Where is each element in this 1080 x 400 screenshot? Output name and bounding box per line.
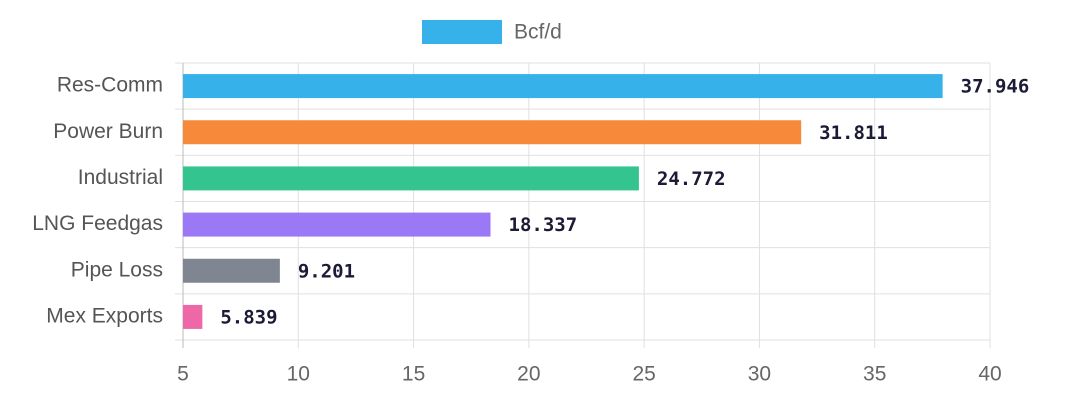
x-tick-label: 25 [632, 363, 655, 386]
bar [183, 74, 943, 99]
x-tick-label: 5 [177, 363, 189, 386]
x-tick-label: 10 [287, 363, 310, 386]
y-tick-label: Res-Comm [57, 74, 163, 97]
legend-swatch [422, 20, 502, 44]
y-tick-label: Mex Exports [46, 304, 163, 327]
bar [183, 166, 639, 191]
data-label: 18.337 [509, 214, 578, 236]
x-tick-label: 30 [748, 363, 771, 386]
x-tick-label: 20 [517, 363, 540, 386]
y-tick-label: Pipe Loss [71, 258, 163, 281]
bar [183, 212, 491, 237]
y-tick-label: Power Burn [53, 120, 163, 143]
x-tick-label: 15 [402, 363, 425, 386]
data-label: 5.839 [220, 306, 277, 328]
data-label: 24.772 [657, 168, 726, 190]
bar [183, 120, 802, 145]
legend-label: Bcf/d [514, 21, 562, 44]
data-label: 31.811 [819, 122, 888, 144]
y-tick-label: Industrial [78, 166, 163, 189]
bar [183, 304, 203, 329]
x-tick-label: 40 [978, 363, 1001, 386]
y-tick-label: LNG Feedgas [32, 212, 163, 235]
x-tick-label: 35 [863, 363, 886, 386]
bar [183, 258, 280, 283]
data-label: 37.946 [961, 76, 1030, 98]
data-label: 9.201 [298, 260, 355, 282]
